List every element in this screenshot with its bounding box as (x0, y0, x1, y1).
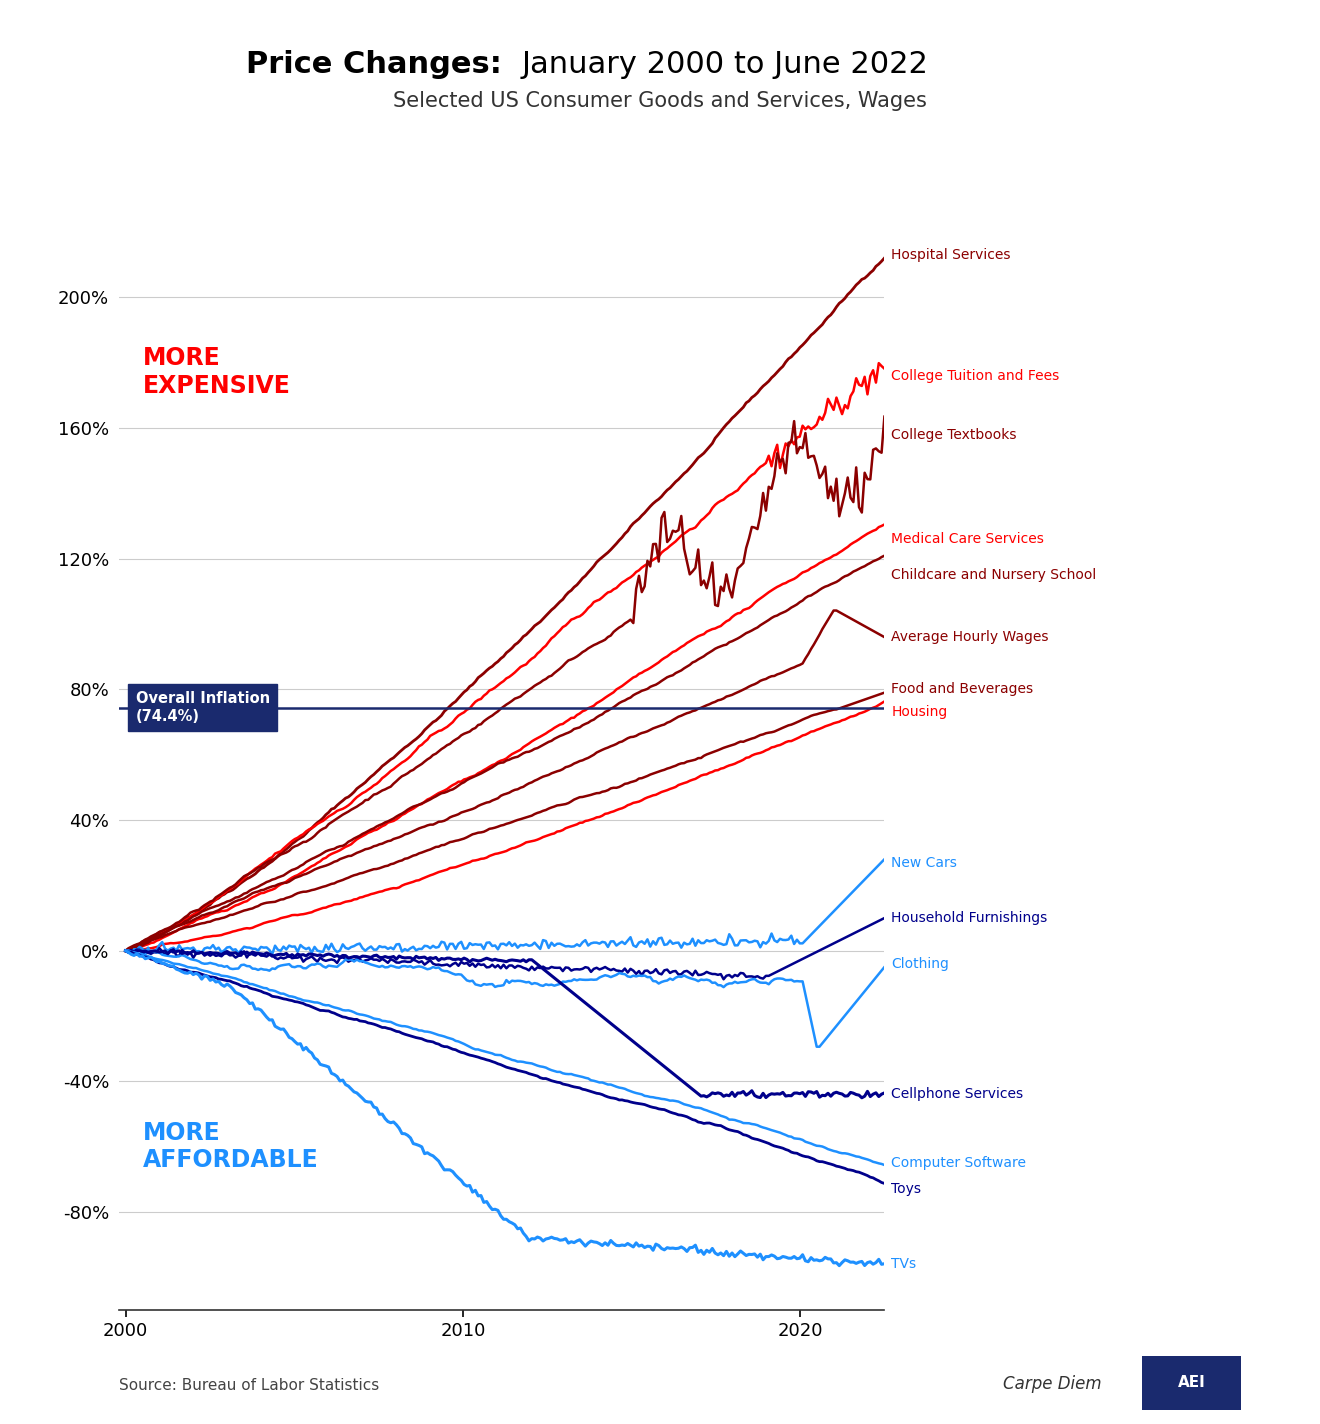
Text: New Cars: New Cars (891, 856, 957, 870)
Text: Selected US Consumer Goods and Services, Wages: Selected US Consumer Goods and Services,… (393, 91, 927, 111)
Text: Cellphone Services: Cellphone Services (891, 1088, 1023, 1102)
Text: Overall Inflation
(74.4%): Overall Inflation (74.4%) (136, 692, 269, 723)
Text: Average Hourly Wages: Average Hourly Wages (891, 629, 1048, 644)
Text: Source: Bureau of Labor Statistics: Source: Bureau of Labor Statistics (119, 1377, 379, 1393)
Text: Household Furnishings: Household Furnishings (891, 911, 1047, 926)
Text: Computer Software: Computer Software (891, 1156, 1026, 1171)
Text: Medical Care Services: Medical Care Services (891, 533, 1044, 547)
Text: TVs: TVs (891, 1257, 916, 1272)
Text: Carpe Diem: Carpe Diem (1003, 1374, 1102, 1393)
Text: Housing: Housing (891, 705, 948, 719)
Text: AEI: AEI (1177, 1376, 1205, 1390)
Text: Food and Beverages: Food and Beverages (891, 682, 1034, 696)
Text: Hospital Services: Hospital Services (891, 248, 1011, 262)
Text: College Tuition and Fees: College Tuition and Fees (891, 369, 1060, 383)
Text: Clothing: Clothing (891, 957, 949, 971)
Text: Toys: Toys (891, 1182, 921, 1196)
Text: January 2000 to June 2022: January 2000 to June 2022 (521, 50, 928, 78)
Text: College Textbooks: College Textbooks (891, 427, 1016, 441)
Text: MORE
AFFORDABLE: MORE AFFORDABLE (143, 1121, 318, 1172)
Text: Price Changes:: Price Changes: (246, 50, 502, 78)
Text: Childcare and Nursery School: Childcare and Nursery School (891, 568, 1097, 582)
Text: MORE
EXPENSIVE: MORE EXPENSIVE (143, 346, 290, 399)
